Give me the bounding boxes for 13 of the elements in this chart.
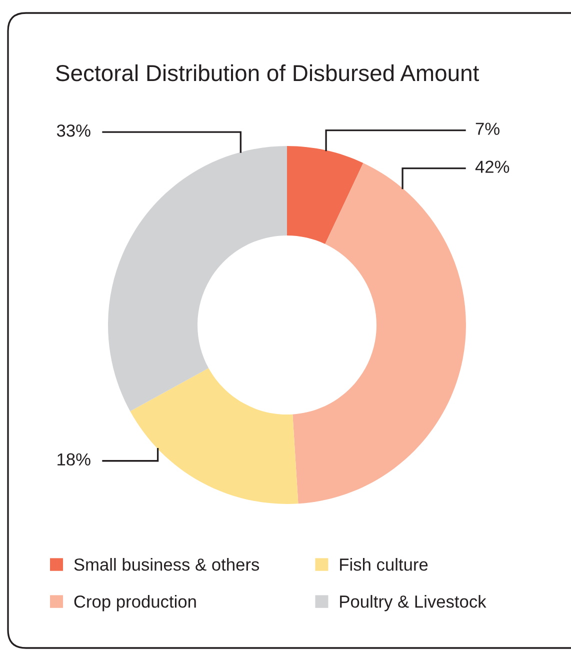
legend-label: Crop production: [74, 595, 196, 612]
donut-slice: [287, 146, 364, 244]
data-label: 33%: [56, 124, 90, 137]
donut-slice: [292, 163, 466, 504]
legend-label: Small business & others: [74, 558, 260, 571]
chart-title: Sectoral Distribution of Disbursed Amount: [56, 64, 479, 82]
data-label: 18%: [58, 453, 90, 466]
legend-label: Poultry & Livestock: [340, 595, 486, 612]
legend-label: Fish culture: [340, 558, 428, 571]
data-label: 42%: [475, 160, 510, 173]
donut-slice: [130, 368, 298, 504]
donut-slice: [108, 146, 287, 412]
data-label: 7%: [476, 122, 500, 135]
